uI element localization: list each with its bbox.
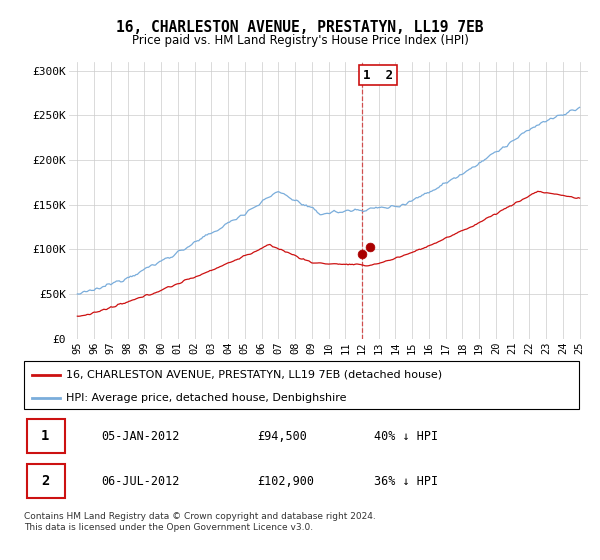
- Text: 05-JAN-2012: 05-JAN-2012: [102, 430, 180, 443]
- FancyBboxPatch shape: [27, 464, 65, 498]
- Text: 16, CHARLESTON AVENUE, PRESTATYN, LL19 7EB (detached house): 16, CHARLESTON AVENUE, PRESTATYN, LL19 7…: [65, 370, 442, 380]
- Text: 40% ↓ HPI: 40% ↓ HPI: [374, 430, 438, 443]
- Text: 36% ↓ HPI: 36% ↓ HPI: [374, 474, 438, 488]
- Text: Price paid vs. HM Land Registry's House Price Index (HPI): Price paid vs. HM Land Registry's House …: [131, 34, 469, 46]
- Text: £94,500: £94,500: [257, 430, 307, 443]
- Text: Contains HM Land Registry data © Crown copyright and database right 2024.
This d: Contains HM Land Registry data © Crown c…: [24, 512, 376, 532]
- Point: [358, 250, 367, 259]
- Text: 16, CHARLESTON AVENUE, PRESTATYN, LL19 7EB: 16, CHARLESTON AVENUE, PRESTATYN, LL19 7…: [116, 20, 484, 35]
- Text: 06-JUL-2012: 06-JUL-2012: [102, 474, 180, 488]
- Text: 1: 1: [41, 429, 49, 444]
- FancyBboxPatch shape: [24, 361, 579, 409]
- FancyBboxPatch shape: [27, 419, 65, 453]
- Text: 1  2: 1 2: [363, 68, 393, 82]
- Point: [365, 242, 375, 251]
- Text: 2: 2: [41, 474, 49, 488]
- Text: £102,900: £102,900: [257, 474, 314, 488]
- Text: HPI: Average price, detached house, Denbighshire: HPI: Average price, detached house, Denb…: [65, 393, 346, 403]
